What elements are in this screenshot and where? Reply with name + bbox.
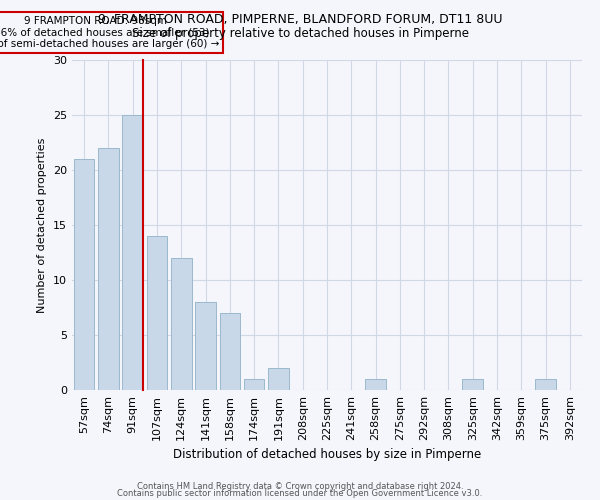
Text: Contains public sector information licensed under the Open Government Licence v3: Contains public sector information licen…: [118, 489, 482, 498]
Bar: [463, 379, 483, 390]
Bar: [220, 313, 240, 390]
Text: 9, FRAMPTON ROAD, PIMPERNE, BLANDFORD FORUM, DT11 8UU: 9, FRAMPTON ROAD, PIMPERNE, BLANDFORD FO…: [98, 12, 502, 26]
X-axis label: Distribution of detached houses by size in Pimperne: Distribution of detached houses by size …: [173, 448, 481, 462]
Y-axis label: Number of detached properties: Number of detached properties: [37, 138, 47, 312]
Bar: [98, 148, 119, 390]
Text: Size of property relative to detached houses in Pimperne: Size of property relative to detached ho…: [131, 28, 469, 40]
Text: 9 FRAMPTON ROAD: 98sqm
← 46% of detached houses are smaller (53)
53% of semi-det: 9 FRAMPTON ROAD: 98sqm ← 46% of detached…: [0, 16, 220, 49]
Bar: [535, 379, 556, 390]
Bar: [171, 258, 191, 390]
Bar: [122, 115, 143, 390]
Bar: [74, 159, 94, 390]
Bar: [244, 379, 265, 390]
Bar: [268, 368, 289, 390]
Bar: [365, 379, 386, 390]
Bar: [146, 236, 167, 390]
Text: Contains HM Land Registry data © Crown copyright and database right 2024.: Contains HM Land Registry data © Crown c…: [137, 482, 463, 491]
Bar: [195, 302, 216, 390]
